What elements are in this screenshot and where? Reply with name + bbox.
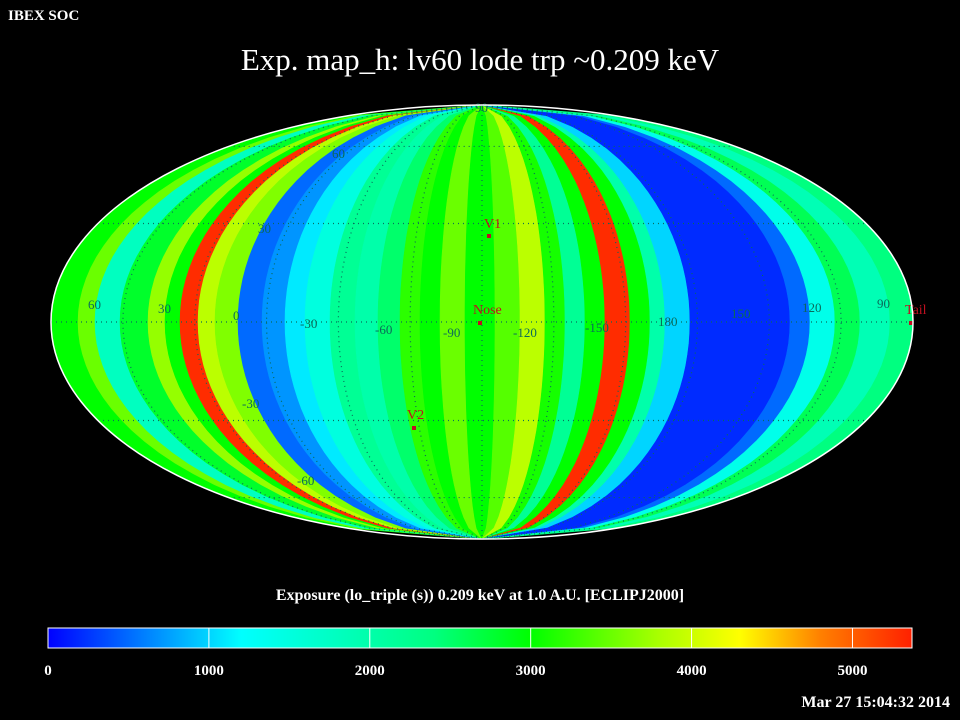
colorbar-tick-label: 2000 xyxy=(355,663,385,679)
marker-label: V1 xyxy=(484,217,501,232)
colorbar-tick-label: 3000 xyxy=(516,663,546,679)
meridian-line xyxy=(122,105,483,539)
lon-label: -60 xyxy=(375,322,392,337)
lon-label: 90 xyxy=(877,296,890,311)
meridian-line xyxy=(481,105,770,539)
markers: V1 Nose V2 Tail xyxy=(407,217,927,430)
marker-label: V2 xyxy=(407,408,424,423)
graticule xyxy=(51,105,913,539)
marker-point xyxy=(909,321,913,325)
meridian-line xyxy=(481,105,555,539)
page-title: Exp. map_h: lv60 lode trp ~0.209 keV xyxy=(240,42,720,77)
marker-point xyxy=(487,234,491,238)
exposure-bands xyxy=(51,105,913,539)
colorbar-tick-label: 0 xyxy=(44,663,52,679)
lon-label: -30 xyxy=(300,316,317,331)
marker-point xyxy=(412,426,416,430)
lon-label: 30 xyxy=(158,301,171,316)
lon-label: -120 xyxy=(513,325,537,340)
meridian-line xyxy=(481,105,627,539)
marker-point xyxy=(478,321,482,325)
lat-label: -30 xyxy=(242,396,259,411)
colorbar-tick-label: 1000 xyxy=(194,663,224,679)
lon-label: 150 xyxy=(731,306,751,321)
colorbar-tick-label: 4000 xyxy=(677,663,707,679)
lon-label: -150 xyxy=(585,320,609,335)
meridian-line xyxy=(409,105,483,539)
lon-label: 180 xyxy=(658,314,678,329)
meridian-line xyxy=(481,105,842,539)
lat-label: 30 xyxy=(258,221,271,236)
marker-label: Nose xyxy=(473,303,502,318)
colorbar-gradient xyxy=(47,627,913,649)
lat-label: 90 xyxy=(475,100,488,115)
colorbar: 0 1000 2000 3000 4000 5000 xyxy=(44,627,913,679)
meridian-line xyxy=(337,105,483,539)
lat-label: -60 xyxy=(297,473,314,488)
colorbar-title: Exposure (lo_triple (s)) 0.209 keV at 1.… xyxy=(275,587,685,604)
lon-label: 60 xyxy=(88,297,101,312)
lat-label: 60 xyxy=(332,146,345,161)
marker-label: Tail xyxy=(905,303,927,318)
lon-label: 0 xyxy=(233,308,240,323)
lon-label: 120 xyxy=(802,300,822,315)
grid-labels: 60 30 0 -30 -60 -90 -120 -150 180 150 120 90 90 60 30 -… xyxy=(88,100,890,488)
org-label: IBEX SOC xyxy=(8,8,80,24)
colorbar-tick-label: 5000 xyxy=(837,663,867,679)
timestamp: Mar 27 15:04:32 2014 xyxy=(801,694,950,711)
lon-label: -90 xyxy=(443,325,460,340)
meridian-line xyxy=(194,105,483,539)
map-outline xyxy=(50,104,914,540)
